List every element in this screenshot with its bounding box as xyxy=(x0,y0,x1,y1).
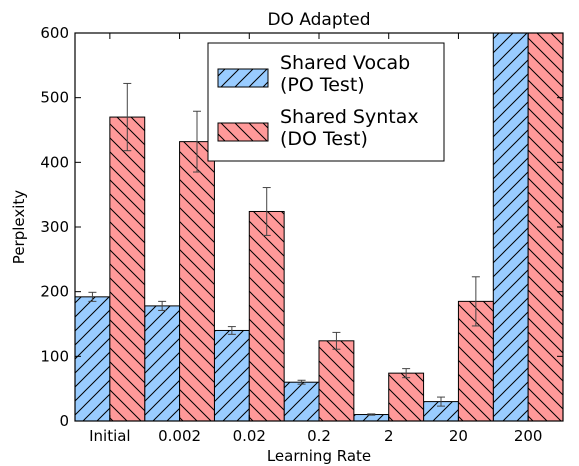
legend-label-0-0: Shared Vocab xyxy=(280,52,410,74)
y-tick-label-4: 400 xyxy=(40,153,69,171)
legend-swatch-1 xyxy=(217,122,269,142)
bar-0-0 xyxy=(74,296,111,422)
bar-1-0 xyxy=(109,116,146,422)
error-bar-0-3 xyxy=(297,379,306,385)
bar-0-5 xyxy=(423,401,459,422)
error-bar-0-0 xyxy=(88,291,97,302)
x-tick-label-6: 200 xyxy=(514,427,543,445)
chart-title: DO Adapted xyxy=(267,10,370,30)
ticks-layer: 0 100 200 300 400 500 600 Initial 0.002 0.02 0.2 2 2… xyxy=(40,24,563,445)
bar-1-1 xyxy=(179,141,215,422)
legend-label-1-0: Shared Syntax xyxy=(280,106,419,128)
error-bar-1-0 xyxy=(123,82,132,152)
error-bar-1-5 xyxy=(471,276,480,327)
error-bar-0-2 xyxy=(227,326,236,335)
x-axis-label: Learning Rate xyxy=(267,447,371,465)
y-tick-label-6: 600 xyxy=(40,24,69,42)
y-tick-label-2: 200 xyxy=(40,283,69,301)
bar-1-3 xyxy=(318,340,355,422)
error-bar-0-5 xyxy=(437,396,445,407)
error-bar-1-4 xyxy=(402,368,411,379)
legend-swatch-0 xyxy=(217,68,269,88)
bar-0-2 xyxy=(213,329,250,422)
x-tick-label-4: 2 xyxy=(384,427,394,445)
x-tick-label-2: 0.02 xyxy=(233,427,266,445)
y-axis-label: Perplexity xyxy=(10,190,28,264)
legend-label-0-1: (PO Test) xyxy=(280,74,365,96)
bar-1-2 xyxy=(248,210,285,422)
y-tick-label-0: 0 xyxy=(59,412,69,430)
x-tick-label-0: Initial xyxy=(89,427,131,445)
bar-0-1 xyxy=(144,305,181,422)
bar-1-4 xyxy=(388,372,425,422)
y-tick-label-1: 100 xyxy=(40,347,69,365)
legend-label-1-1: (DO Test) xyxy=(280,128,368,150)
y-tick-label-5: 500 xyxy=(40,89,69,107)
x-tick-label-5: 20 xyxy=(449,427,468,445)
error-bar-1-2 xyxy=(262,187,271,236)
legend: Shared Vocab(PO Test) Shared Syntax(DO Te… xyxy=(207,42,445,162)
bar-0-3 xyxy=(283,381,320,422)
x-tick-label-3: 0.2 xyxy=(307,427,331,445)
bar-0-6 xyxy=(492,32,529,422)
error-bar-1-1 xyxy=(193,110,201,173)
bars-layer xyxy=(74,32,564,422)
error-bars-layer xyxy=(88,82,480,416)
error-bar-0-1 xyxy=(158,300,167,311)
x-tick-label-1: 0.002 xyxy=(158,427,201,445)
y-tick-label-3: 300 xyxy=(40,218,69,236)
error-bar-0-4 xyxy=(367,413,376,416)
error-bar-1-3 xyxy=(332,331,341,350)
